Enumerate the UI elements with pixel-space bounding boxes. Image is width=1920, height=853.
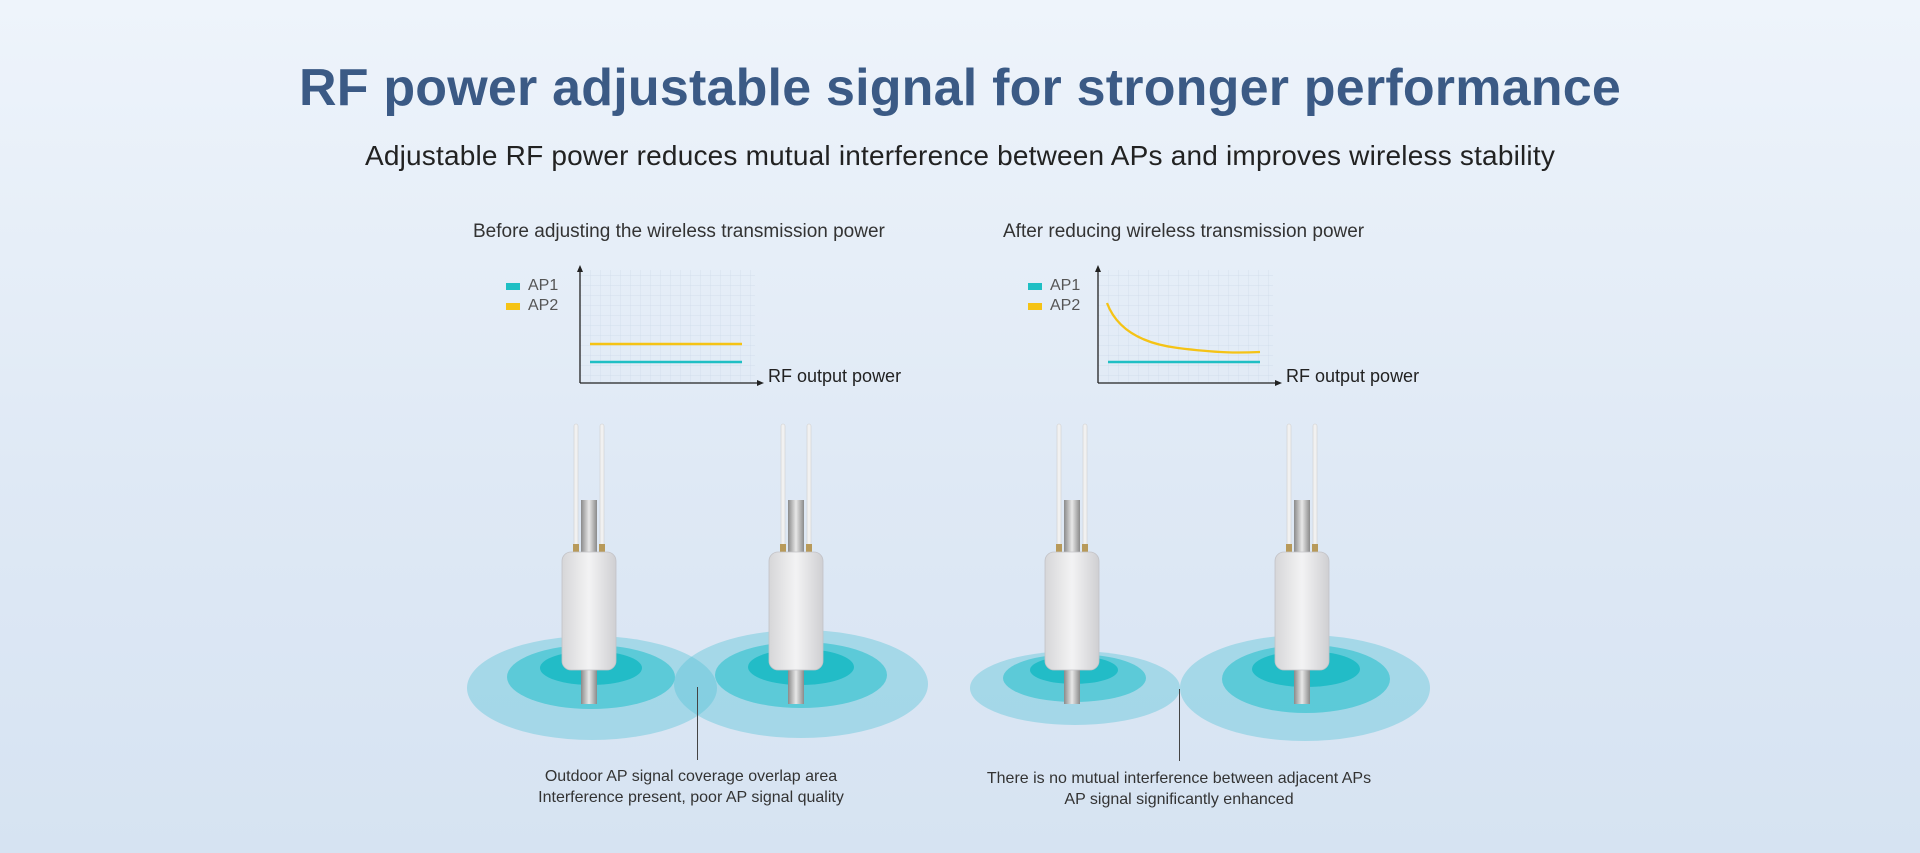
caption-before: Outdoor AP signal coverage overlap area … [500, 766, 882, 808]
outdoor-ap-device-1 [561, 423, 617, 704]
legend-label-ap2: AP2 [1050, 297, 1081, 314]
caption-before-line-2: Interference present, poor AP signal qua… [538, 789, 844, 806]
x-axis-label-before: RF output power [768, 366, 902, 386]
caption-after-line-1: There is no mutual interference between … [986, 770, 1372, 787]
y-axis-arrow [577, 265, 583, 272]
panel-after-title: After reducing wireless transmission pow… [1003, 221, 1365, 242]
chart-grid [580, 270, 755, 383]
chart-grid [1098, 270, 1273, 383]
y-axis-arrow [1095, 265, 1101, 272]
chart-after [1095, 265, 1282, 386]
ap2-swatch [1028, 302, 1042, 310]
x-axis-arrow [1275, 380, 1282, 386]
ap1-swatch [506, 282, 520, 290]
caption-after: There is no mutual interference between … [960, 768, 1398, 810]
legend-label-ap1: AP1 [1050, 277, 1081, 294]
overlap-pointer-line [697, 687, 698, 760]
ap2-swatch [506, 302, 520, 310]
legend-item-ap1: AP1 [1028, 276, 1080, 296]
ap1-swatch [1028, 282, 1042, 290]
page-subtitle: Adjustable RF power reduces mutual inter… [364, 140, 1556, 171]
page-title: RF power adjustable signal for stronger … [298, 59, 1621, 117]
panel-before-title: Before adjusting the wireless transmissi… [473, 221, 885, 242]
gap-pointer-line [1179, 689, 1180, 761]
legend-item-ap2: AP2 [506, 296, 558, 316]
chart-before [577, 265, 764, 386]
outdoor-ap-device-4 [1274, 423, 1330, 704]
caption-before-line-1: Outdoor AP signal coverage overlap area [544, 768, 838, 785]
x-axis-label-after: RF output power [1286, 366, 1420, 386]
caption-after-line-2: AP signal significantly enhanced [1064, 791, 1294, 808]
x-axis-arrow [757, 380, 764, 386]
legend-before: AP1 AP2 [506, 276, 558, 316]
legend-label-ap2: AP2 [528, 297, 559, 314]
outdoor-ap-device-3 [1044, 423, 1100, 704]
outdoor-ap-device-2 [768, 423, 824, 704]
ap2-curve [1105, 302, 1261, 354]
legend-item-ap1: AP1 [506, 276, 558, 296]
legend-label-ap1: AP1 [528, 277, 559, 294]
legend-item-ap2: AP2 [1028, 296, 1080, 316]
legend-after: AP1 AP2 [1028, 276, 1080, 316]
